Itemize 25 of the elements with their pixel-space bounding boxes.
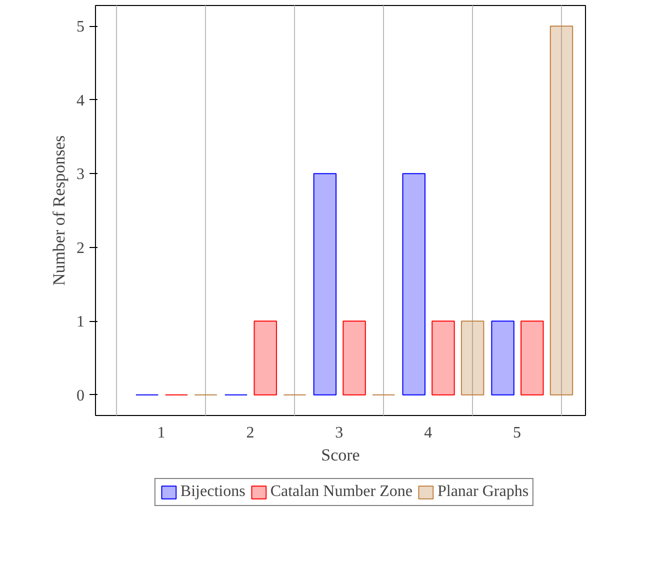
bar [342, 320, 366, 396]
bar [520, 320, 544, 396]
legend-label: Bijections [180, 483, 246, 501]
y-tick-label: 3 [76, 166, 84, 184]
x-tick-label: 2 [246, 424, 254, 442]
bar [491, 320, 514, 396]
y-tick-label: 0 [76, 387, 84, 404]
bar [402, 173, 426, 396]
bar [550, 26, 574, 396]
x-axis-title: Score [321, 446, 360, 464]
y-axis-title: Number of Responses [50, 135, 68, 286]
legend-label: Catalan Number Zone [270, 483, 412, 501]
bar [254, 320, 277, 396]
bar [313, 173, 337, 396]
bar [460, 320, 484, 396]
x-tick-label: 5 [513, 424, 522, 442]
x-tick-label: 3 [335, 424, 344, 442]
y-tick-label: 2 [76, 240, 84, 257]
y-tick-label: 1 [76, 314, 84, 331]
x-tick-label: 4 [424, 424, 432, 442]
y-tick-label: 4 [76, 92, 84, 110]
x-tick-label: 1 [157, 424, 166, 442]
bar [432, 320, 455, 396]
legend-label: Planar Graphs [437, 483, 529, 501]
y-tick-label: 5 [76, 18, 84, 36]
